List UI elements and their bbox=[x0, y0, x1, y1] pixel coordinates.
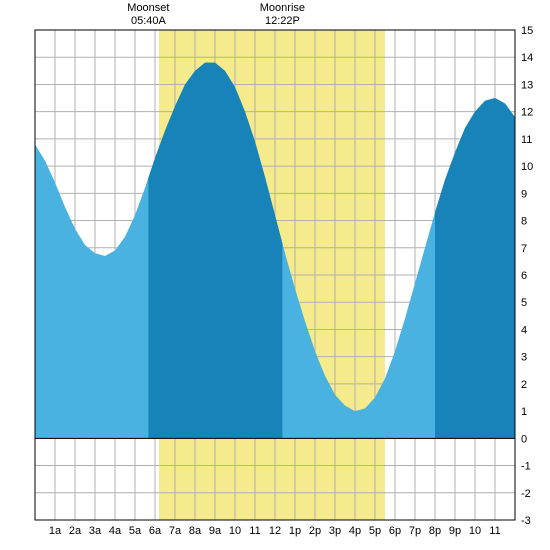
xtick-label: 11 bbox=[489, 525, 500, 537]
moon-annotation: Moonset05:40A bbox=[118, 2, 178, 28]
xtick-label: 10 bbox=[229, 525, 241, 537]
xtick-label: 12 bbox=[269, 525, 281, 537]
ytick-label: 9 bbox=[521, 188, 527, 200]
ytick-label: 0 bbox=[521, 433, 527, 445]
xtick-label: 6a bbox=[149, 525, 162, 537]
annotation-time: 12:22P bbox=[252, 15, 312, 28]
xtick-label: 1a bbox=[49, 525, 62, 537]
annotation-time: 05:40A bbox=[118, 15, 178, 28]
xtick-label: 7p bbox=[409, 525, 421, 537]
xtick-label: 9p bbox=[449, 525, 461, 537]
ytick-label: 3 bbox=[521, 352, 527, 364]
xtick-label: 3p bbox=[329, 525, 341, 537]
xtick-label: 4a bbox=[109, 525, 122, 537]
ytick-label: 11 bbox=[521, 134, 532, 146]
xtick-label: 2p bbox=[309, 525, 321, 537]
xtick-label: 10 bbox=[469, 525, 481, 537]
ytick-label: -3 bbox=[521, 515, 531, 527]
xtick-label: 8p bbox=[429, 525, 441, 537]
ytick-label: 15 bbox=[521, 25, 533, 37]
xtick-label: 9a bbox=[209, 525, 222, 537]
xtick-label: 4p bbox=[349, 525, 361, 537]
xtick-label: 3a bbox=[89, 525, 102, 537]
ytick-label: 10 bbox=[521, 161, 533, 173]
xtick-label: 5p bbox=[369, 525, 381, 537]
ytick-label: -2 bbox=[521, 488, 531, 500]
ytick-label: -1 bbox=[521, 461, 531, 473]
ytick-label: 2 bbox=[521, 379, 527, 391]
xtick-label: 1p bbox=[289, 525, 301, 537]
xtick-label: 8a bbox=[189, 525, 202, 537]
xtick-label: 6p bbox=[389, 525, 401, 537]
xtick-label: 2a bbox=[69, 525, 82, 537]
ytick-label: 5 bbox=[521, 297, 527, 309]
xtick-label: 5a bbox=[129, 525, 142, 537]
ytick-label: 12 bbox=[521, 107, 533, 119]
moon-annotation: Moonrise12:22P bbox=[252, 2, 312, 28]
ytick-label: 1 bbox=[521, 406, 527, 418]
ytick-label: 6 bbox=[521, 270, 527, 282]
ytick-label: 7 bbox=[521, 243, 527, 255]
ytick-label: 4 bbox=[521, 324, 527, 336]
chart-svg: -3-2-101234567891011121314151a2a3a4a5a6a… bbox=[0, 0, 550, 550]
ytick-label: 14 bbox=[521, 52, 533, 64]
ytick-label: 13 bbox=[521, 79, 533, 91]
annotation-label: Moonrise bbox=[252, 2, 312, 15]
tide-chart: -3-2-101234567891011121314151a2a3a4a5a6a… bbox=[0, 0, 550, 550]
ytick-label: 8 bbox=[521, 216, 527, 228]
xtick-label: 11 bbox=[249, 525, 260, 537]
xtick-label: 7a bbox=[169, 525, 182, 537]
annotation-label: Moonset bbox=[118, 2, 178, 15]
